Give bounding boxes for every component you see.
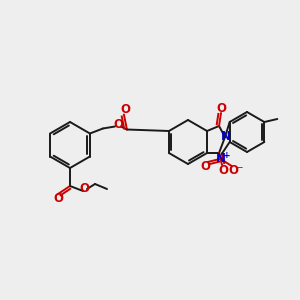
Text: −: −	[235, 163, 244, 173]
Text: O: O	[216, 101, 226, 115]
Text: N: N	[221, 130, 231, 143]
Text: O: O	[120, 103, 130, 116]
Text: O: O	[113, 118, 123, 131]
Text: +: +	[223, 152, 230, 160]
Text: O: O	[79, 182, 89, 196]
Text: O: O	[201, 160, 211, 172]
Text: O: O	[53, 193, 63, 206]
Text: N: N	[216, 152, 226, 166]
Text: O: O	[218, 164, 228, 176]
Text: O: O	[229, 164, 239, 176]
